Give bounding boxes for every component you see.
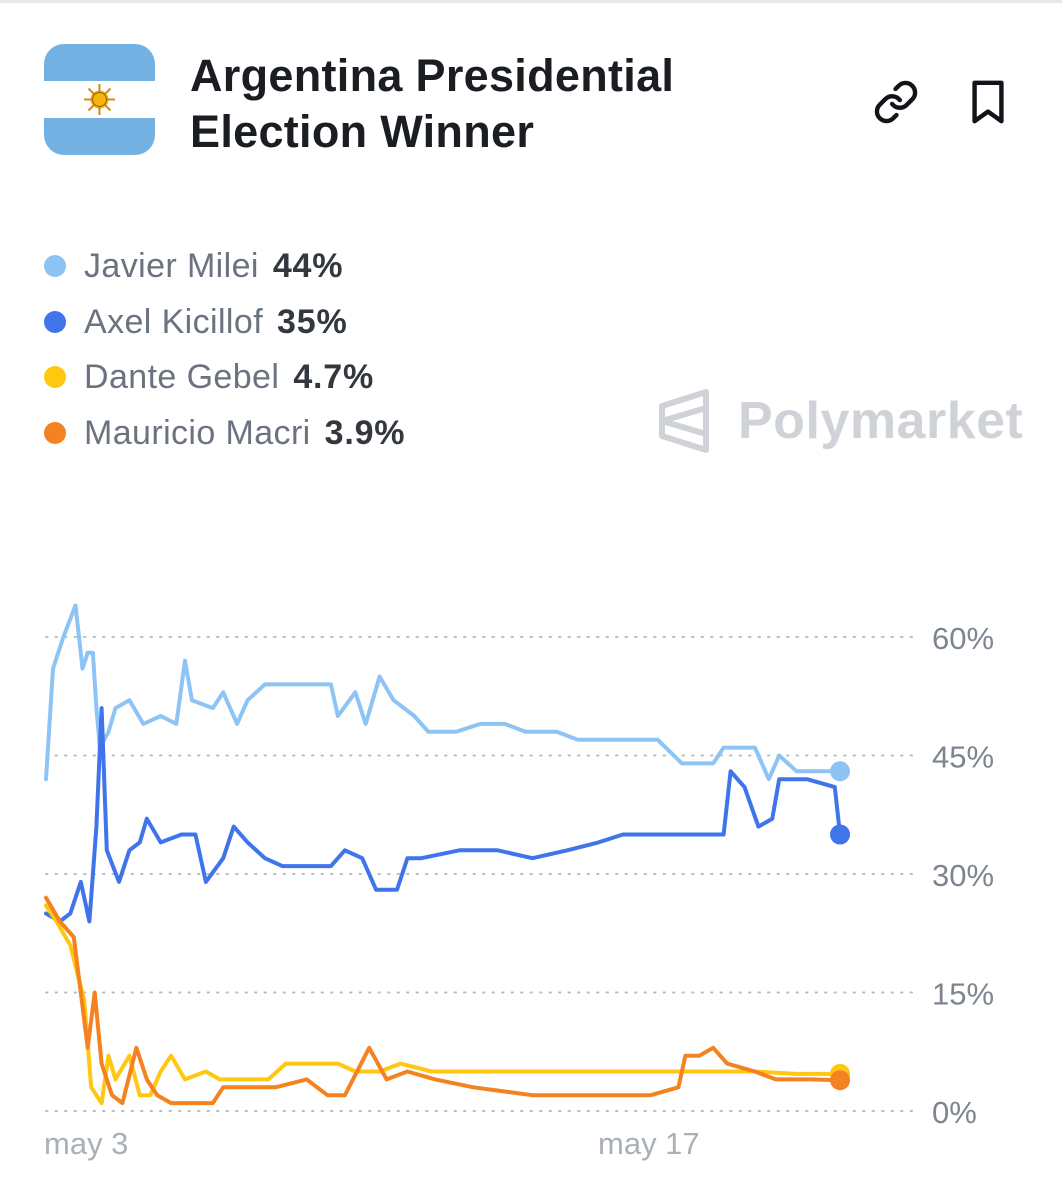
x-axis-ticks: may 3 may 17 — [44, 1126, 700, 1161]
x-tick-label: may 17 — [598, 1126, 700, 1161]
legend-candidate-percent: 4.7% — [293, 357, 375, 396]
watermark-text: Polymarket — [738, 392, 1024, 450]
argentina-flag-icon — [44, 44, 155, 155]
x-tick-label: may 3 — [44, 1126, 128, 1161]
y-tick-label: 0% — [932, 1095, 977, 1130]
polymarket-watermark: Polymarket — [656, 388, 1023, 454]
y-tick-label: 60% — [932, 621, 994, 656]
series-endpoint-javier-milei — [830, 761, 851, 782]
legend-candidate-name: Axel Kicillof — [84, 302, 264, 341]
series-lines — [44, 603, 842, 1106]
legend-item-axel-kicillof[interactable]: Axel Kicillof 35% — [44, 294, 348, 350]
legend-dot — [44, 311, 66, 333]
link-icon — [874, 80, 918, 124]
legend-item-javier-milei[interactable]: Javier Milei 44% — [44, 238, 343, 294]
sun-of-may-icon — [84, 84, 115, 115]
series-endpoints — [830, 761, 851, 1091]
legend-candidate-percent: 44% — [272, 246, 344, 285]
flag-top-band — [44, 44, 155, 81]
bookmark-button[interactable] — [962, 76, 1014, 128]
series-line-axel-kicillof — [44, 706, 842, 924]
legend-candidate-percent: 3.9% — [324, 413, 406, 452]
y-tick-label: 45% — [932, 740, 994, 775]
legend-dot — [44, 422, 66, 444]
polymarket-logo-icon — [659, 389, 709, 453]
y-tick-label: 15% — [932, 977, 994, 1012]
series-line-dante-gebel — [44, 903, 842, 1106]
market-title: Argentina Presidential Election Winner — [190, 48, 790, 160]
flag-bottom-band — [44, 118, 155, 155]
grid-lines — [45, 636, 916, 1112]
market-title-line-2: Election Winner — [190, 106, 535, 157]
series-line-mauricio-macri — [44, 895, 842, 1106]
series-endpoint-axel-kicillof — [830, 824, 851, 845]
legend-candidate-name: Dante Gebel — [84, 357, 280, 396]
market-title-line-1: Argentina Presidential — [190, 50, 675, 101]
legend-candidate-percent: 35% — [277, 302, 348, 341]
legend-item-mauricio-macri[interactable]: Mauricio Macri 3.9% — [44, 405, 405, 461]
copy-link-button[interactable] — [870, 76, 922, 128]
series-endpoint-mauricio-macri — [830, 1070, 851, 1091]
y-tick-label: 30% — [932, 858, 994, 893]
legend-candidate-name: Mauricio Macri — [84, 413, 311, 452]
top-divider — [0, 0, 1062, 3]
y-axis-ticks: 60% 45% 30% 15% 0% — [932, 621, 994, 1130]
legend-candidate-name: Javier Milei — [84, 246, 259, 285]
bookmark-icon — [972, 80, 1004, 124]
series-line-javier-milei — [44, 603, 842, 782]
legend-dot — [44, 255, 66, 277]
legend-dot — [44, 366, 66, 388]
legend-item-dante-gebel[interactable]: Dante Gebel 4.7% — [44, 349, 374, 405]
price-history-chart[interactable]: 60% 45% 30% 15% 0% may 3 may 17 — [0, 580, 1062, 1180]
